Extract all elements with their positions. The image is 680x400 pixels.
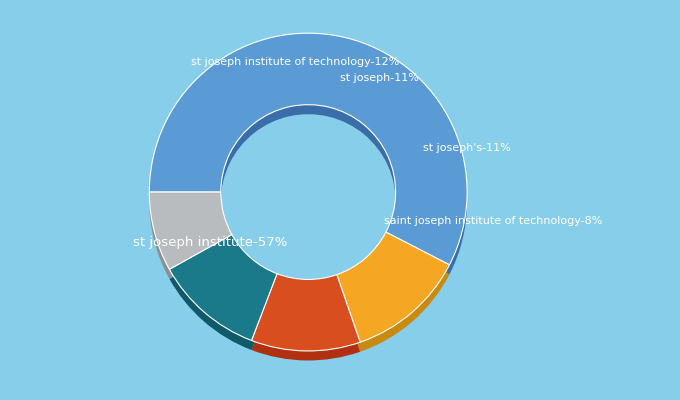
Text: st joseph's-11%: st joseph's-11% [423, 142, 511, 152]
Wedge shape [252, 274, 360, 351]
Text: st joseph institute-57%: st joseph institute-57% [133, 236, 287, 250]
Text: st joseph institute of technology-12%: st joseph institute of technology-12% [191, 57, 400, 67]
Wedge shape [169, 234, 277, 340]
Wedge shape [337, 242, 449, 352]
Wedge shape [252, 283, 360, 360]
Wedge shape [169, 244, 277, 350]
Text: st joseph-11%: st joseph-11% [340, 73, 419, 83]
Wedge shape [337, 232, 449, 342]
Text: saint joseph institute of technology-8%: saint joseph institute of technology-8% [384, 216, 603, 226]
Wedge shape [150, 33, 467, 265]
Wedge shape [150, 202, 232, 279]
Wedge shape [150, 192, 232, 269]
Wedge shape [150, 43, 467, 274]
